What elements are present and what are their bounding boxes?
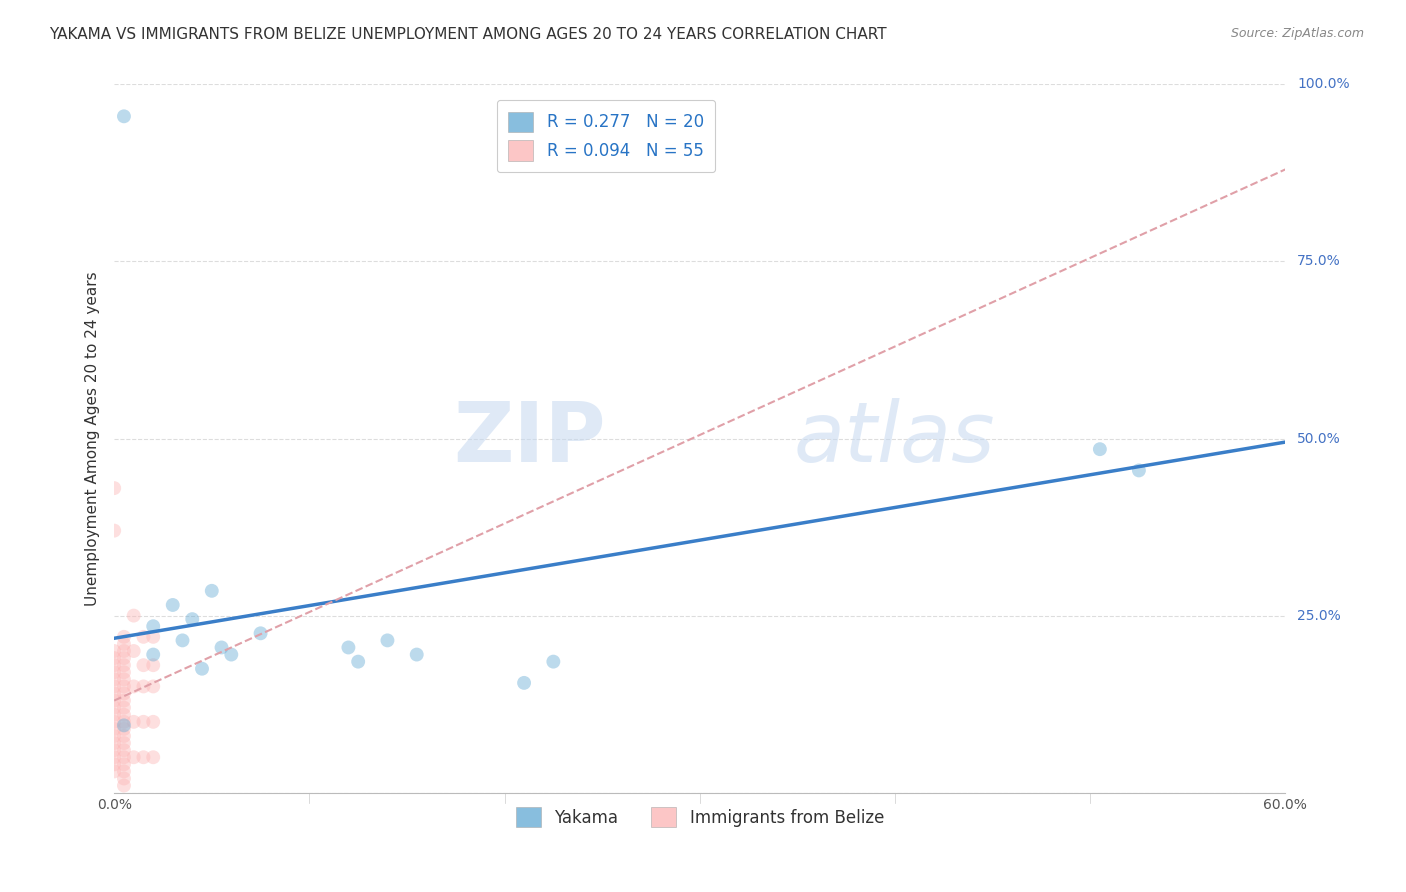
Point [122,750,145,764]
Point [221,648,243,662]
Point [112,707,135,722]
Point [132,658,155,673]
Text: YAKAMA VS IMMIGRANTS FROM BELIZE UNEMPLOYMENT AMONG AGES 20 TO 24 YEARS CORRELAT: YAKAMA VS IMMIGRANTS FROM BELIZE UNEMPLO… [49,27,887,42]
Point [112,658,135,673]
Point [142,680,165,694]
Point [103,658,125,673]
Point [103,729,125,743]
Point [1128,463,1150,477]
Point [103,665,125,680]
Point [103,644,125,658]
Point [112,693,135,707]
Point [103,722,125,736]
Point [103,481,125,495]
Text: ZIP: ZIP [454,398,606,479]
Point [112,757,135,772]
Text: 25.0%: 25.0% [1296,608,1341,623]
Point [172,633,194,648]
Point [112,714,135,729]
Point [112,700,135,714]
Point [112,109,135,123]
Point [142,630,165,644]
Point [112,729,135,743]
Point [142,750,165,764]
Text: atlas: atlas [793,398,995,479]
Point [112,779,135,793]
Point [112,736,135,750]
Point [142,648,165,662]
Point [103,686,125,700]
Point [112,637,135,651]
Point [405,648,427,662]
Point [122,714,145,729]
Point [103,524,125,538]
Point [103,736,125,750]
Point [112,673,135,687]
Point [132,630,155,644]
Point [122,608,145,623]
Point [103,764,125,779]
Point [142,619,165,633]
Text: 50.0%: 50.0% [1296,432,1341,445]
Point [132,680,155,694]
Point [103,680,125,694]
Text: 100.0%: 100.0% [1296,78,1350,92]
Text: Source: ZipAtlas.com: Source: ZipAtlas.com [1230,27,1364,40]
Point [132,750,155,764]
Point [103,700,125,714]
Point [543,655,565,669]
Legend: Yakama, Immigrants from Belize: Yakama, Immigrants from Belize [509,800,890,834]
Point [181,612,204,626]
Point [103,757,125,772]
Point [112,651,135,665]
Point [112,665,135,680]
Text: 75.0%: 75.0% [1296,254,1341,268]
Point [1088,442,1111,457]
Point [103,743,125,757]
Point [103,714,125,729]
Point [112,680,135,694]
Point [103,707,125,722]
Point [112,644,135,658]
Point [112,686,135,700]
Point [112,722,135,736]
Point [377,633,399,648]
Point [122,644,145,658]
Point [132,714,155,729]
Point [142,658,165,673]
Y-axis label: Unemployment Among Ages 20 to 24 years: Unemployment Among Ages 20 to 24 years [86,271,100,606]
Point [142,714,165,729]
Point [103,673,125,687]
Point [337,640,360,655]
Point [112,772,135,786]
Point [103,750,125,764]
Point [162,598,184,612]
Point [249,626,271,640]
Point [201,583,224,598]
Point [211,640,233,655]
Point [112,750,135,764]
Point [112,718,135,732]
Point [122,680,145,694]
Point [191,662,214,676]
Point [103,651,125,665]
Point [103,693,125,707]
Point [347,655,370,669]
Point [112,743,135,757]
Point [513,676,536,690]
Point [112,764,135,779]
Point [112,630,135,644]
